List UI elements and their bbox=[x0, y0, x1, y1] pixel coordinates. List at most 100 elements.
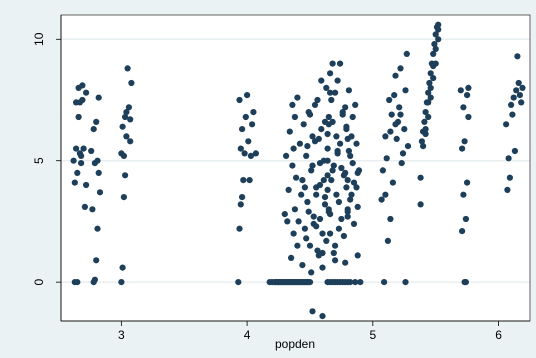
data-point bbox=[462, 215, 469, 223]
data-point bbox=[379, 167, 386, 174]
data-point bbox=[334, 77, 341, 84]
data-point bbox=[402, 87, 409, 94]
data-point bbox=[321, 194, 329, 201]
data-point bbox=[244, 92, 251, 99]
data-point bbox=[378, 196, 385, 203]
data-point bbox=[399, 150, 407, 157]
data-point bbox=[457, 87, 464, 94]
data-point bbox=[313, 191, 320, 198]
data-point bbox=[290, 145, 297, 152]
data-point bbox=[328, 177, 335, 184]
data-point bbox=[384, 237, 391, 244]
data-point bbox=[349, 113, 356, 121]
data-point bbox=[397, 65, 404, 72]
x-tick-label: 5 bbox=[369, 328, 376, 342]
data-point bbox=[71, 179, 78, 186]
data-point bbox=[125, 104, 132, 111]
data-point bbox=[319, 230, 326, 237]
data-point bbox=[294, 94, 301, 101]
y-tick-label: 10 bbox=[32, 32, 46, 46]
data-point bbox=[300, 121, 307, 128]
data-point bbox=[323, 237, 330, 244]
data-point bbox=[240, 177, 247, 184]
data-point bbox=[425, 99, 432, 106]
data-point bbox=[348, 133, 355, 140]
data-point bbox=[344, 208, 351, 215]
data-point bbox=[237, 145, 244, 152]
data-point bbox=[391, 92, 398, 99]
data-point bbox=[95, 169, 102, 176]
data-point bbox=[96, 189, 104, 196]
data-point bbox=[239, 126, 246, 133]
data-point bbox=[305, 208, 312, 215]
data-point bbox=[401, 126, 408, 133]
data-point bbox=[311, 101, 319, 108]
data-point bbox=[95, 94, 102, 101]
data-point bbox=[354, 169, 361, 176]
data-point bbox=[252, 150, 259, 157]
data-point bbox=[299, 177, 306, 184]
data-point bbox=[338, 164, 345, 172]
data-point bbox=[329, 60, 336, 67]
data-point bbox=[324, 186, 331, 193]
data-point bbox=[323, 84, 330, 91]
data-point bbox=[310, 213, 317, 220]
data-point bbox=[286, 128, 293, 135]
data-point bbox=[508, 101, 515, 108]
data-point bbox=[89, 206, 96, 213]
data-point bbox=[91, 276, 98, 283]
data-point bbox=[78, 152, 85, 159]
data-point bbox=[417, 201, 424, 208]
data-point bbox=[74, 279, 81, 286]
data-point bbox=[288, 254, 295, 261]
data-point bbox=[347, 152, 354, 159]
data-point bbox=[459, 145, 466, 152]
data-point bbox=[308, 269, 315, 276]
data-point bbox=[284, 218, 291, 225]
data-point bbox=[421, 118, 428, 125]
data-point bbox=[459, 228, 466, 235]
data-point bbox=[120, 152, 127, 159]
data-point bbox=[73, 145, 80, 152]
data-point bbox=[503, 121, 510, 128]
data-point bbox=[420, 143, 427, 150]
data-point bbox=[118, 279, 125, 286]
data-point bbox=[75, 113, 82, 121]
data-point bbox=[319, 249, 326, 257]
data-point bbox=[329, 118, 336, 125]
data-point bbox=[327, 230, 334, 237]
data-point bbox=[382, 133, 389, 140]
data-point bbox=[316, 215, 324, 223]
x-tick-label: 3 bbox=[118, 328, 125, 342]
data-point bbox=[309, 162, 316, 169]
data-point bbox=[464, 179, 471, 186]
data-point bbox=[353, 140, 360, 147]
data-point bbox=[319, 313, 326, 320]
data-point bbox=[396, 104, 403, 111]
data-point bbox=[516, 92, 524, 99]
data-point bbox=[236, 96, 243, 104]
data-point bbox=[314, 96, 321, 104]
data-point bbox=[314, 247, 321, 254]
data-point bbox=[347, 279, 354, 286]
data-point bbox=[332, 257, 339, 264]
data-point bbox=[281, 211, 288, 218]
data-point bbox=[397, 111, 404, 118]
data-point bbox=[327, 89, 334, 96]
data-point bbox=[426, 79, 433, 87]
data-point bbox=[343, 184, 350, 191]
data-point bbox=[335, 225, 342, 232]
data-point bbox=[324, 145, 331, 152]
data-point bbox=[247, 152, 254, 159]
data-point bbox=[78, 160, 85, 167]
data-point bbox=[335, 198, 342, 206]
data-point bbox=[241, 150, 248, 157]
data-point bbox=[518, 99, 525, 106]
data-point bbox=[327, 70, 334, 77]
y-tick-label: 0 bbox=[32, 278, 46, 285]
y-tick-label: 5 bbox=[32, 157, 46, 164]
data-point bbox=[389, 179, 396, 186]
data-point bbox=[93, 257, 100, 264]
data-point bbox=[354, 203, 361, 210]
data-point bbox=[237, 201, 244, 208]
